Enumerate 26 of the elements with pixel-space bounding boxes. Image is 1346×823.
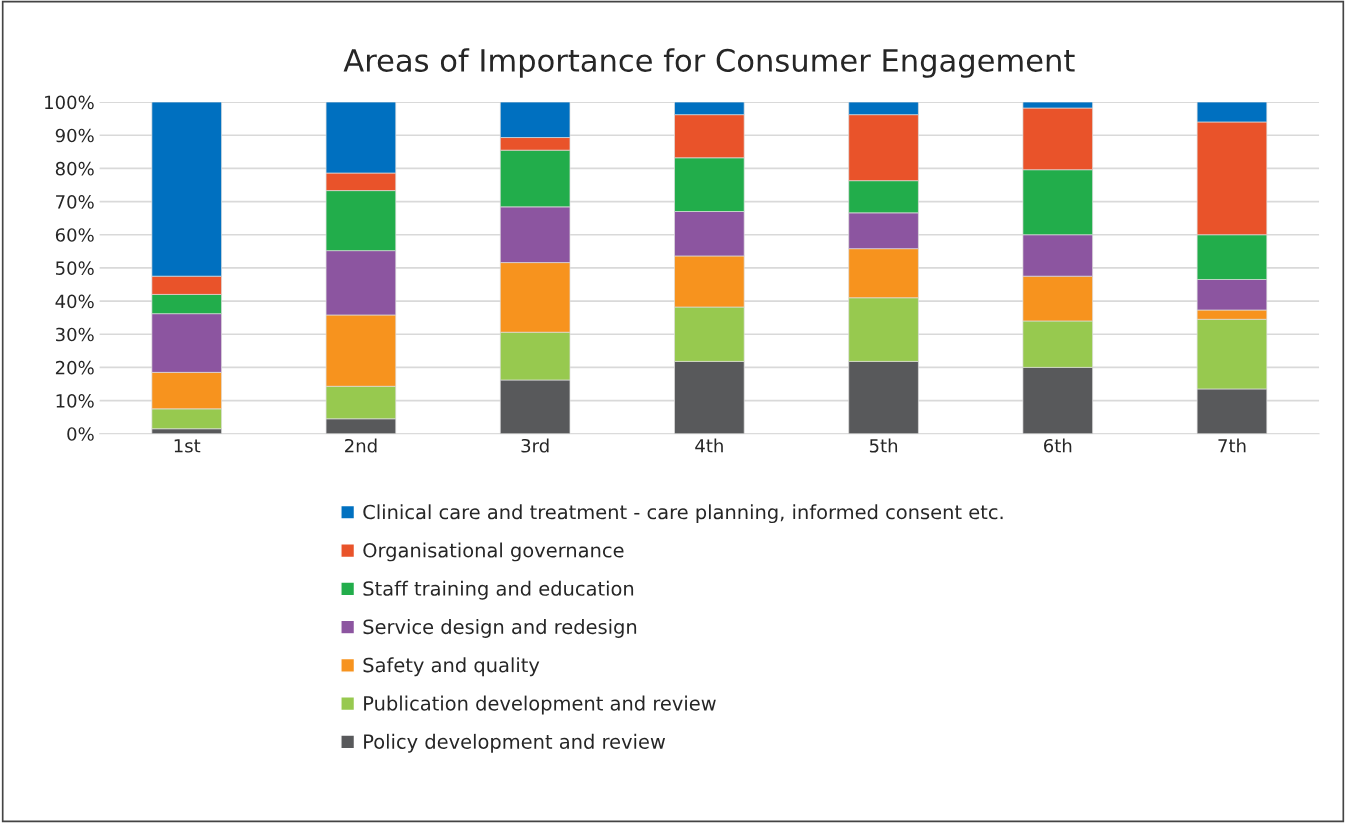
y-tick-label: 60% [55, 228, 94, 242]
legend-label: Organisational governance [363, 542, 624, 562]
y-tick-label: 0% [67, 427, 94, 441]
legend-label: Publication development and review [364, 695, 716, 715]
chart-title: Areas of Importance for Consumer Engagement [343, 48, 1075, 78]
x-tick-label: 7th [1218, 438, 1246, 453]
x-tick-label: 3rd [521, 438, 549, 453]
legend-label: Staff training and education [363, 580, 634, 600]
x-tick-label: 6th [1044, 438, 1072, 453]
y-tick-label: 50% [56, 261, 94, 275]
y-tick-label: 40% [55, 294, 94, 309]
y-tick-label: 30% [55, 327, 94, 342]
x-tick-label: 4th [695, 438, 723, 453]
legend-label: Policy development and review [364, 733, 666, 753]
y-tick-label: 20% [55, 360, 94, 375]
legend-label: Clinical care and treatment - care planning, informed consent etc. [363, 504, 1003, 524]
y-tick-label: 100% [45, 95, 94, 110]
x-tick-label: 2nd [345, 438, 377, 453]
legend-label: Service design and redesign [363, 619, 637, 638]
y-tick-label: 90% [55, 128, 94, 143]
y-tick-label: 10% [56, 394, 94, 408]
y-tick-label: 80% [55, 161, 94, 176]
x-tick-label: 5th [869, 438, 898, 453]
legend-label: Safety and quality [363, 657, 540, 677]
y-tick-label: 70% [56, 195, 94, 209]
x-tick-label: 1st [174, 439, 201, 453]
